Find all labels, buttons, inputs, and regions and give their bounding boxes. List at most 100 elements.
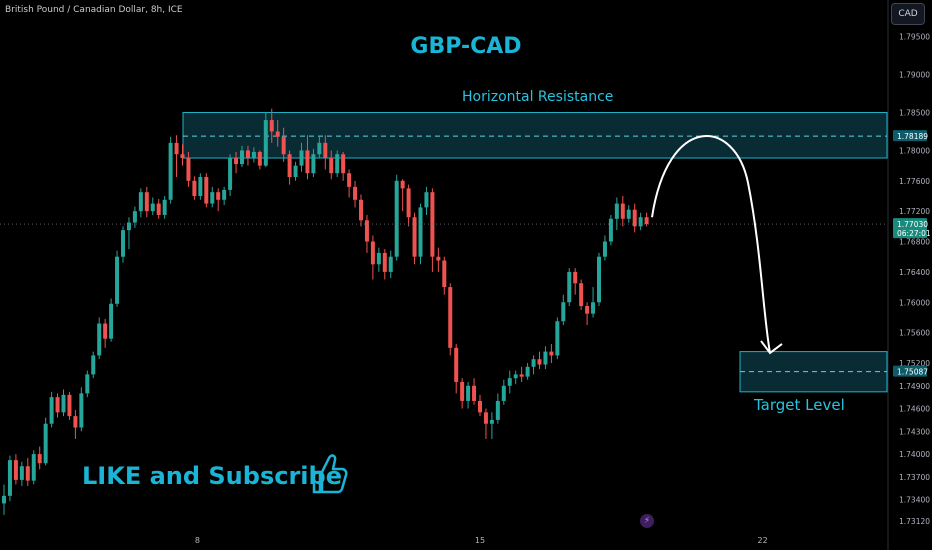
candle xyxy=(567,268,572,307)
candle-body xyxy=(115,256,120,304)
candle xyxy=(478,394,482,417)
overlay-layer xyxy=(0,135,887,355)
candle xyxy=(257,150,262,170)
candle xyxy=(204,173,209,208)
candle-body xyxy=(382,252,387,272)
candle xyxy=(394,174,399,261)
candle-body xyxy=(513,374,518,379)
time-axis[interactable]: 8152229Aug6121926Sep14:00 xyxy=(195,536,932,545)
candle-body xyxy=(67,394,72,417)
candle-body xyxy=(638,217,643,227)
candle-body xyxy=(329,158,334,174)
candle xyxy=(121,226,125,263)
candle-body xyxy=(198,177,203,196)
candle xyxy=(472,378,477,405)
candle-body xyxy=(602,241,607,257)
candle xyxy=(162,195,167,219)
candle xyxy=(144,186,149,218)
candle xyxy=(531,355,536,375)
candle-body xyxy=(55,397,60,413)
candle xyxy=(602,235,607,261)
price-tick-label: 1.76400 xyxy=(899,268,930,277)
candle-body xyxy=(13,460,18,480)
price-tick-label: 1.74300 xyxy=(899,427,930,436)
candle-body xyxy=(263,120,268,166)
candle xyxy=(460,378,465,409)
candle xyxy=(442,256,447,295)
target-label: Target Level xyxy=(754,396,845,414)
candle-body xyxy=(138,192,143,212)
candle xyxy=(638,212,643,231)
candle xyxy=(626,205,631,223)
candle-body xyxy=(103,323,108,339)
resistance-badge-label: 1.78189 xyxy=(897,132,928,141)
candle-body xyxy=(436,256,441,261)
last-price-badge-label: 1.77030 xyxy=(897,220,928,229)
candle xyxy=(228,154,233,196)
candle-body xyxy=(323,142,328,159)
price-tick-label: 1.75600 xyxy=(899,329,930,338)
candle xyxy=(305,135,310,180)
currency-button[interactable]: CAD xyxy=(891,3,925,25)
candle xyxy=(620,195,625,227)
candle xyxy=(370,235,375,280)
candle-body xyxy=(43,423,48,464)
candle-body xyxy=(168,142,173,200)
resistance-label: Horizontal Resistance xyxy=(462,89,614,105)
price-tick-label: 1.79500 xyxy=(899,33,930,42)
lightning-icon[interactable]: ⚡ xyxy=(640,514,654,528)
candle xyxy=(561,294,566,326)
candles-layer xyxy=(2,108,649,515)
candle xyxy=(549,344,554,363)
candle xyxy=(251,147,256,163)
candle xyxy=(347,169,352,198)
candle-body xyxy=(97,323,102,356)
candle xyxy=(168,136,173,204)
candle xyxy=(436,247,441,272)
resistance-badge xyxy=(893,130,927,142)
candle-body xyxy=(472,385,477,401)
candle-body xyxy=(317,142,322,155)
candle-body xyxy=(448,287,453,348)
candle-body xyxy=(555,321,560,356)
price-tick-label: 1.77600 xyxy=(899,177,930,186)
candle xyxy=(67,391,72,420)
candle-body xyxy=(573,271,578,284)
symbol-label[interactable]: British Pound / Canadian Dollar, 8h, ICE xyxy=(5,5,183,15)
candle xyxy=(507,370,512,394)
candle-body xyxy=(245,150,250,159)
candle-body xyxy=(257,151,262,166)
candle xyxy=(49,391,54,428)
candle xyxy=(388,250,393,278)
candle xyxy=(61,389,66,417)
candle-body xyxy=(418,207,423,257)
candle-body xyxy=(597,256,601,303)
candle-body xyxy=(186,158,191,181)
candle-body xyxy=(400,180,405,189)
candle xyxy=(174,135,179,178)
price-tick-label: 1.75200 xyxy=(899,359,930,368)
candle xyxy=(85,370,90,398)
candle xyxy=(406,184,411,227)
candle xyxy=(240,145,244,168)
candle-body xyxy=(478,400,482,413)
candle-body xyxy=(204,177,209,204)
candle-body xyxy=(347,173,352,187)
last-price-countdown: 06:27:01 xyxy=(897,229,931,238)
candle-body xyxy=(234,158,239,165)
candle-body xyxy=(150,203,155,212)
candle-body xyxy=(251,151,256,159)
candle xyxy=(222,186,227,206)
candle-body xyxy=(269,120,274,132)
price-axis[interactable]: 1.79500 1.79000 1.78500 1.78000 1.77600 1.772… xyxy=(887,0,931,550)
candle xyxy=(55,393,60,418)
candle xyxy=(126,217,131,250)
candle-body xyxy=(561,302,566,322)
candle xyxy=(614,197,619,231)
candle-body xyxy=(614,203,619,219)
candle xyxy=(115,250,120,307)
candle-body xyxy=(353,186,358,200)
candle-body xyxy=(591,302,596,314)
candle xyxy=(448,283,453,356)
